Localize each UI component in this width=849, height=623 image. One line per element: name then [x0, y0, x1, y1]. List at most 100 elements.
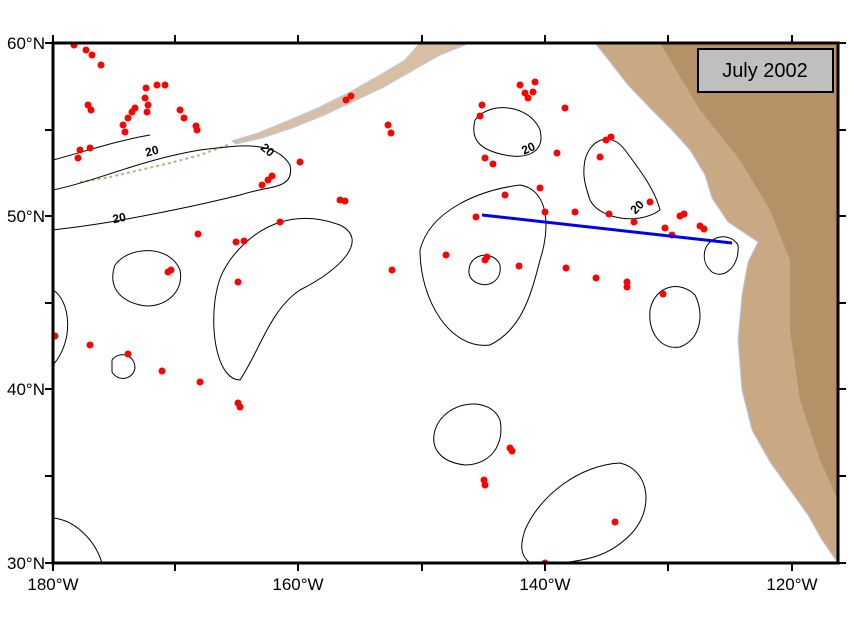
x-label: 160°W [272, 575, 323, 594]
float-dot [529, 88, 537, 96]
float-dot [553, 149, 561, 157]
title-box [697, 48, 834, 93]
float-dot [596, 153, 604, 161]
transect-line [481, 213, 733, 245]
float-dot [194, 230, 202, 238]
float-dot [561, 104, 569, 112]
float-dot [700, 225, 708, 233]
contour-label: 20 [519, 139, 537, 157]
float-dot [82, 46, 90, 54]
contour [111, 354, 136, 379]
float-dot [153, 81, 161, 89]
contour [53, 145, 292, 231]
float-dot [630, 218, 638, 226]
float-dot [524, 94, 532, 102]
float-dot [276, 218, 284, 226]
float-dot [258, 181, 266, 189]
float-dot [119, 121, 127, 129]
contour [649, 286, 701, 348]
float-dot [646, 198, 654, 206]
contour [53, 289, 69, 366]
float-dot [659, 290, 667, 298]
float-dot [489, 160, 497, 168]
float-dot [141, 94, 149, 102]
float-dot [124, 350, 132, 358]
float-dot [234, 278, 242, 286]
interior-relief [660, 43, 838, 500]
contour-label: 20 [144, 143, 161, 160]
float-dot [88, 51, 96, 59]
float-dot [86, 341, 94, 349]
float-dot [158, 367, 166, 375]
contour [433, 403, 502, 466]
float-dot [236, 403, 244, 411]
float-dot [387, 129, 395, 137]
float-dot [87, 106, 95, 114]
float-dot [164, 268, 172, 276]
x-label: 180°W [27, 575, 78, 594]
float-dot [144, 101, 152, 109]
contour-label: 20 [111, 210, 127, 227]
float-dot [176, 106, 184, 114]
float-dot [476, 112, 484, 120]
float-dot [341, 197, 349, 205]
contour [473, 107, 542, 157]
y-label: 30°N [7, 554, 45, 573]
map-area [53, 43, 838, 563]
float-dot [515, 262, 523, 270]
float-dot [161, 81, 169, 89]
float-dot [193, 126, 201, 134]
float-dot [232, 238, 240, 246]
float-dot [481, 256, 489, 264]
float-dot [196, 378, 204, 386]
float-dot [481, 481, 489, 489]
float-dot [481, 154, 489, 162]
float-dot [180, 114, 188, 122]
float-dot [623, 278, 631, 286]
float-dot [76, 146, 84, 154]
float-dot [142, 84, 150, 92]
y-label: 60°N [7, 34, 45, 53]
float-dot [384, 121, 392, 129]
y-label: 40°N [7, 380, 45, 399]
float-dot [516, 81, 524, 89]
float-dot [623, 283, 631, 291]
float-dot [121, 128, 129, 136]
x-label: 140°W [519, 575, 570, 594]
float-dot [592, 274, 600, 282]
float-dot [536, 184, 544, 192]
float-dot [611, 518, 619, 526]
aleutians [79, 144, 229, 183]
contour [703, 236, 739, 275]
float-dot [342, 96, 350, 104]
float-dot [680, 210, 688, 218]
contour [419, 184, 547, 346]
float-dot [562, 264, 570, 272]
float-dot [347, 92, 355, 100]
title: July 2002 [722, 60, 808, 82]
float-dot [605, 210, 613, 218]
contour [112, 250, 182, 307]
float-dot [607, 133, 615, 141]
float-dot [571, 208, 579, 216]
float-dot [296, 158, 304, 166]
float-dot [74, 154, 82, 162]
float-dot [478, 101, 486, 109]
contour [521, 462, 647, 563]
float-dot [472, 213, 480, 221]
float-dot [541, 208, 549, 216]
contour [213, 218, 353, 381]
x-label: 120°W [766, 575, 817, 594]
float-dot [240, 237, 248, 245]
float-dot [501, 191, 509, 199]
float-dot [131, 104, 139, 112]
float-dot [268, 172, 276, 180]
ticks [45, 35, 846, 571]
float-dot [442, 251, 450, 259]
float-dot [124, 114, 132, 122]
contour [53, 517, 103, 563]
float-dot [97, 61, 105, 69]
float-dot [531, 78, 539, 86]
y-label: 50°N [7, 207, 45, 226]
